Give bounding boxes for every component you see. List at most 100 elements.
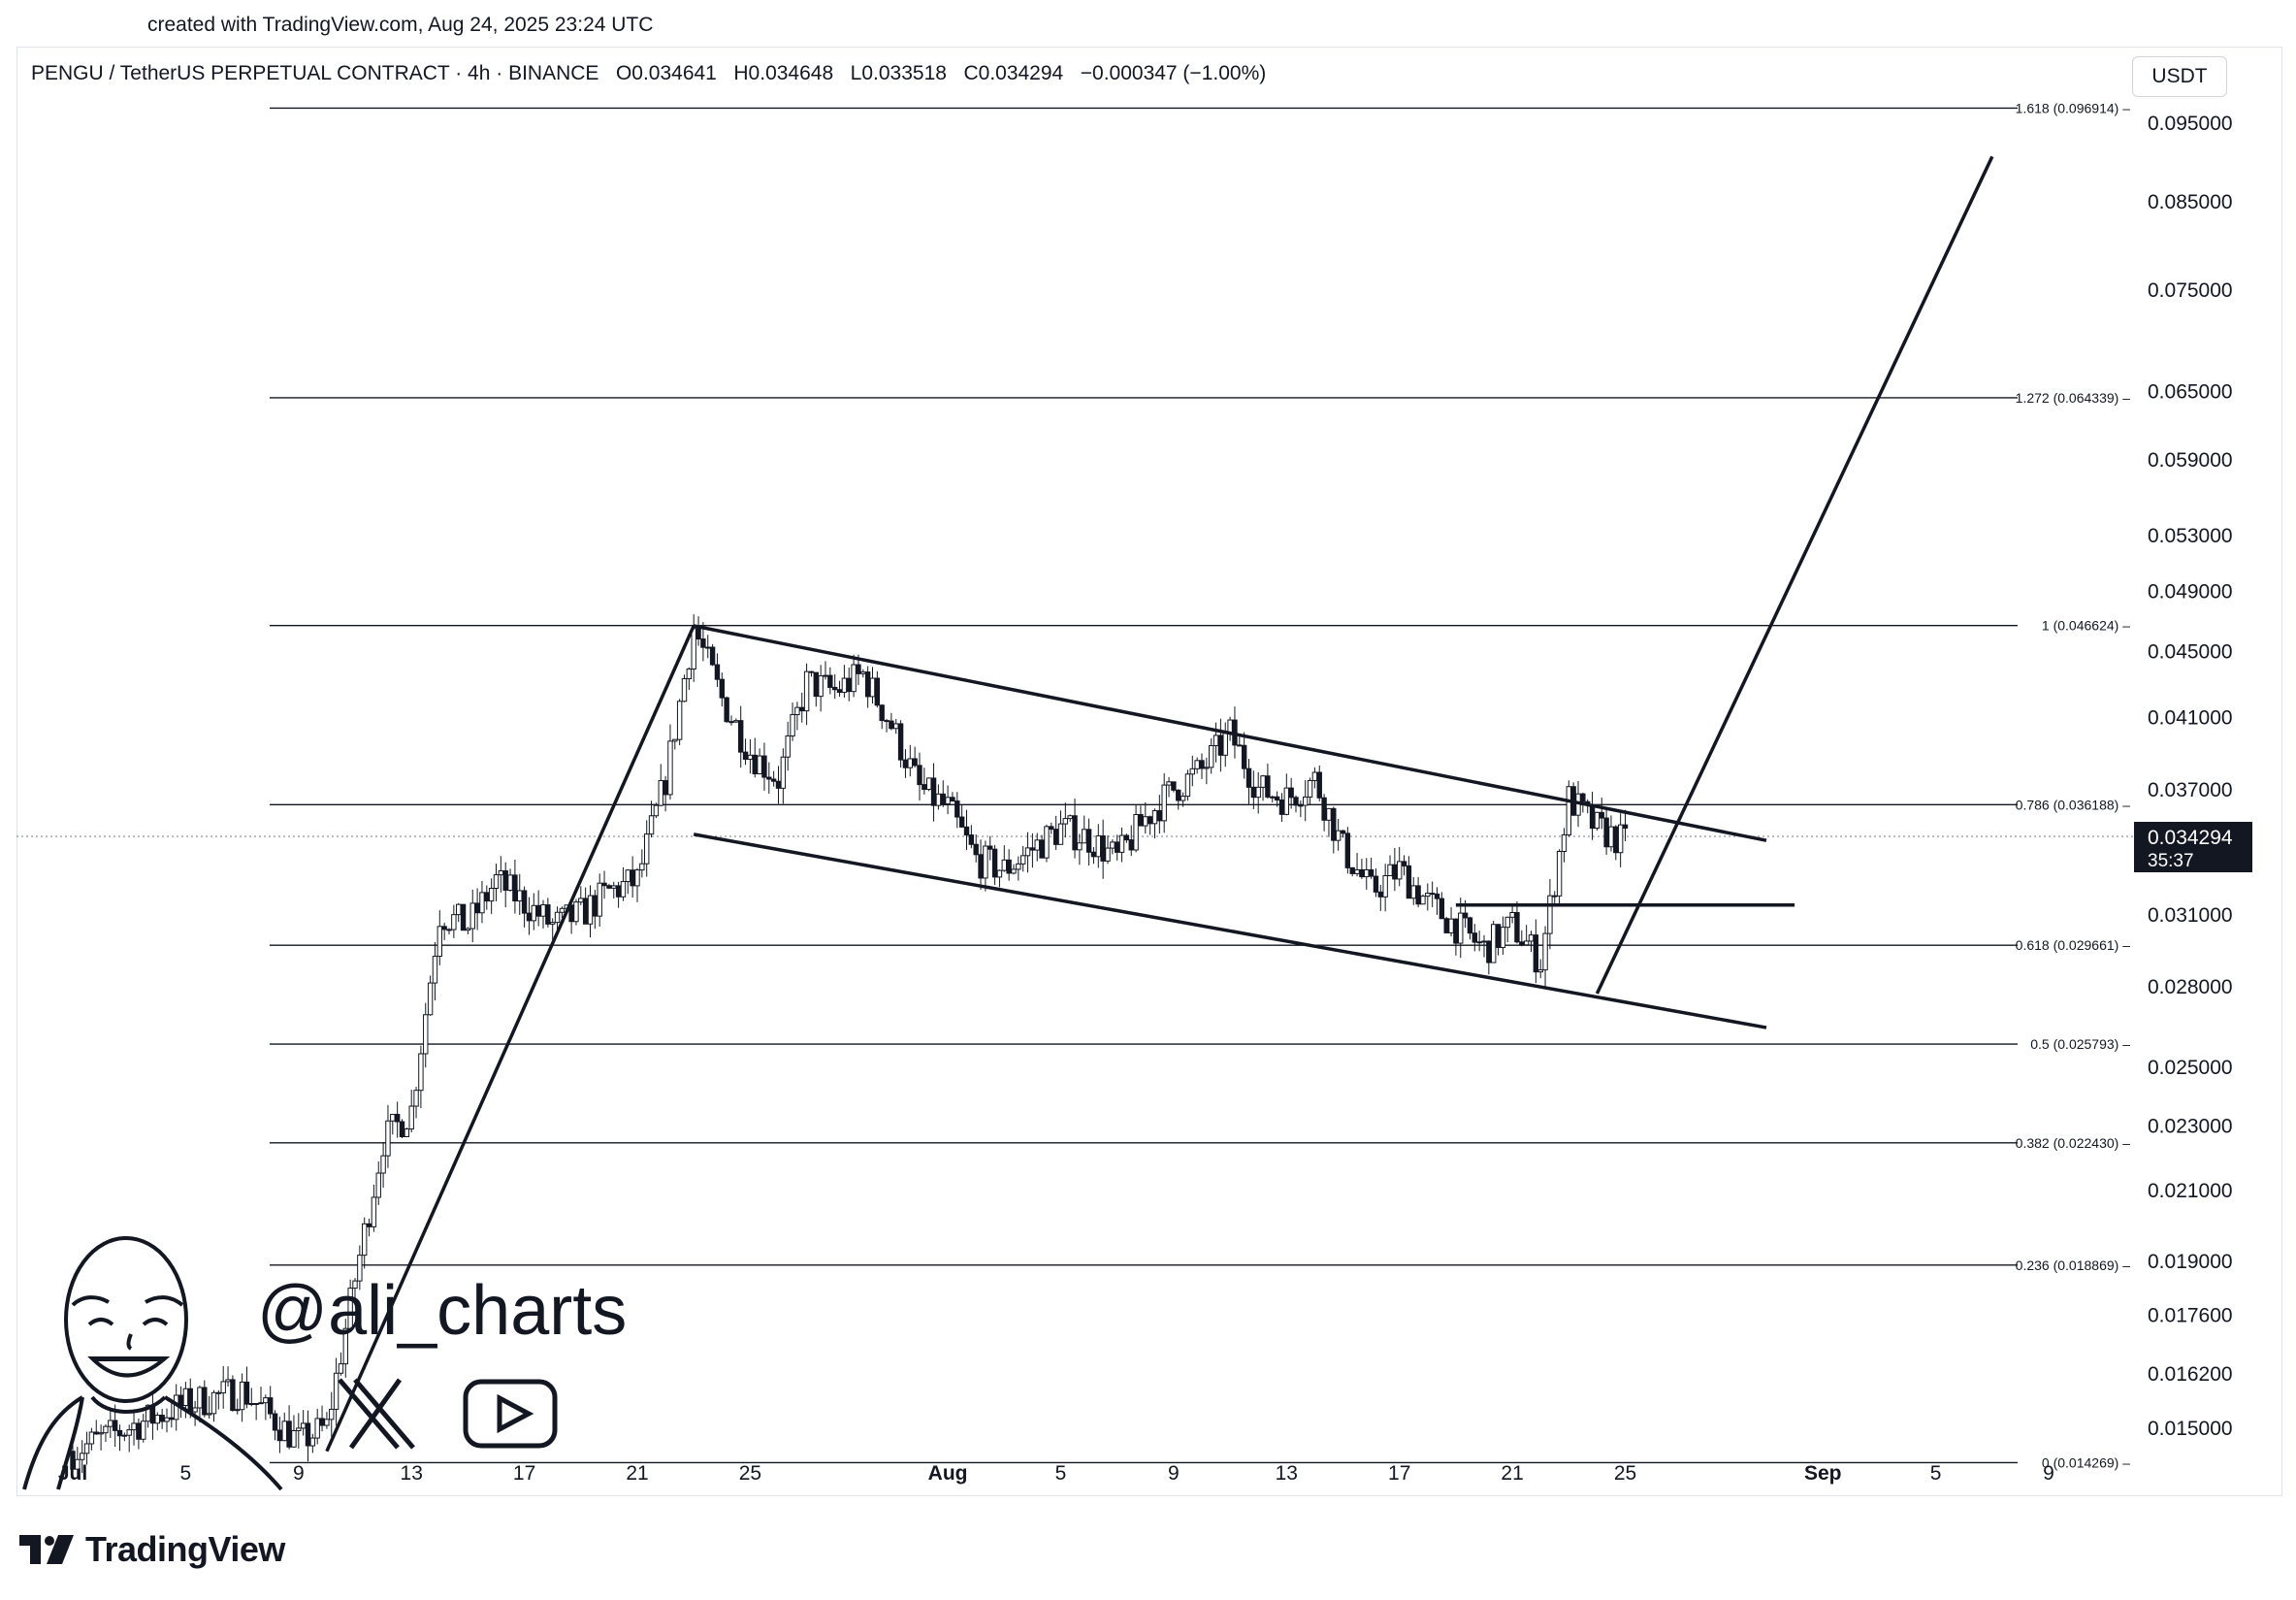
tradingview-logo[interactable]: TradingView	[19, 1529, 285, 1570]
candle-body	[794, 706, 800, 716]
candle-body	[456, 903, 462, 916]
fib-label: 1.272 (0.064339) –	[2016, 390, 2131, 406]
candle-body	[1029, 847, 1036, 851]
candle-body	[446, 929, 452, 931]
ohlc-low: L0.033518	[850, 62, 947, 84]
candle-body	[375, 1172, 381, 1198]
candle-body	[75, 1458, 81, 1470]
candle-body	[131, 1422, 137, 1431]
candle-body	[1495, 924, 1502, 948]
candle-body	[1368, 868, 1374, 877]
chart-frame	[16, 47, 2282, 1496]
candle-body	[1156, 810, 1163, 822]
candle-body	[83, 1443, 90, 1454]
candle-body	[954, 800, 960, 818]
candle-body	[1110, 841, 1116, 849]
candle-body	[1123, 834, 1130, 841]
candle-body	[385, 1120, 391, 1157]
candle-body	[441, 926, 447, 931]
tradingview-mark-icon	[19, 1535, 74, 1564]
candle-body	[342, 1327, 349, 1365]
ohlc-open: O0.034641	[615, 62, 717, 84]
candle-body	[460, 903, 467, 931]
fib-label: 0.786 (0.036188) –	[2016, 797, 2131, 812]
candle-body	[423, 1014, 429, 1055]
candles	[70, 614, 1629, 1479]
candle-body	[1622, 824, 1629, 829]
candle-body	[437, 926, 443, 958]
candle-body	[1250, 786, 1257, 799]
candle-body	[761, 755, 767, 778]
candle-body	[187, 1388, 193, 1413]
candle-body	[935, 793, 942, 806]
candle-body	[1467, 917, 1473, 934]
candle-body	[856, 664, 861, 674]
candle-body	[540, 904, 546, 917]
candle-body	[1270, 796, 1276, 799]
price-tick-label: 0.028000	[2148, 976, 2233, 998]
candle-body	[526, 912, 533, 922]
candle-body	[601, 882, 607, 887]
time-tick-label: Aug	[928, 1462, 968, 1485]
candle-body	[1397, 861, 1403, 880]
candle-body	[1500, 927, 1506, 948]
candle-body	[1217, 735, 1224, 756]
candle-body	[926, 777, 932, 791]
price-tick-label: 0.031000	[2148, 904, 2233, 927]
candle-body	[498, 870, 504, 876]
candle-body	[1453, 918, 1459, 944]
candle-body	[1016, 863, 1021, 870]
candle-body	[587, 895, 594, 925]
candle-body	[1382, 875, 1388, 898]
candle-body	[93, 1431, 99, 1435]
candle-body	[663, 780, 668, 796]
time-tick-label: 5	[1055, 1462, 1067, 1485]
candle-body	[136, 1422, 142, 1440]
candle-body	[808, 670, 815, 673]
candle-body	[116, 1429, 123, 1437]
candle-body	[1613, 826, 1619, 854]
candle-body	[159, 1415, 165, 1422]
candle-body	[672, 738, 678, 742]
candle-body	[1580, 793, 1586, 802]
candle-body	[319, 1418, 325, 1426]
candle-body	[1209, 744, 1214, 768]
candle-body	[1617, 824, 1624, 854]
candle-body	[197, 1387, 203, 1409]
candle-body	[1105, 847, 1111, 862]
candle-body	[813, 671, 819, 698]
candle-body	[291, 1430, 297, 1448]
candle-body	[573, 901, 579, 923]
candle-body	[1143, 816, 1148, 827]
candle-body	[1171, 781, 1177, 791]
candle-body	[1213, 735, 1219, 746]
candle-body	[625, 869, 631, 883]
candle-body	[724, 697, 729, 723]
price-tick-label: 0.021000	[2148, 1180, 2233, 1202]
price-tick-label: 0.017600	[2148, 1305, 2233, 1327]
candle-body	[827, 674, 833, 688]
candle-body	[169, 1417, 175, 1420]
candle-body	[860, 671, 866, 674]
candle-body	[893, 723, 899, 730]
candle-body	[126, 1429, 132, 1436]
candle-body	[1514, 911, 1520, 943]
candle-body	[1349, 866, 1355, 874]
candle-body	[644, 833, 650, 865]
price-tick-label: 0.059000	[2148, 449, 2233, 472]
candle-body	[681, 678, 688, 702]
candle-body	[309, 1437, 316, 1447]
time-tick-label: 9	[1168, 1462, 1180, 1485]
candle-body	[973, 843, 979, 856]
candle-body	[832, 686, 838, 691]
candle-body	[404, 1128, 410, 1137]
symbol-title[interactable]: PENGU / TetherUS PERPETUAL CONTRACT · 4h…	[31, 62, 599, 84]
candle-body	[1255, 786, 1261, 799]
watermark-handle: @ali_charts	[257, 1272, 628, 1350]
currency-selector-button[interactable]: USDT	[2132, 56, 2227, 97]
x-logo-icon	[338, 1378, 415, 1450]
candle-body	[958, 816, 965, 828]
candle-body	[930, 777, 937, 806]
candle-body	[1448, 918, 1454, 933]
